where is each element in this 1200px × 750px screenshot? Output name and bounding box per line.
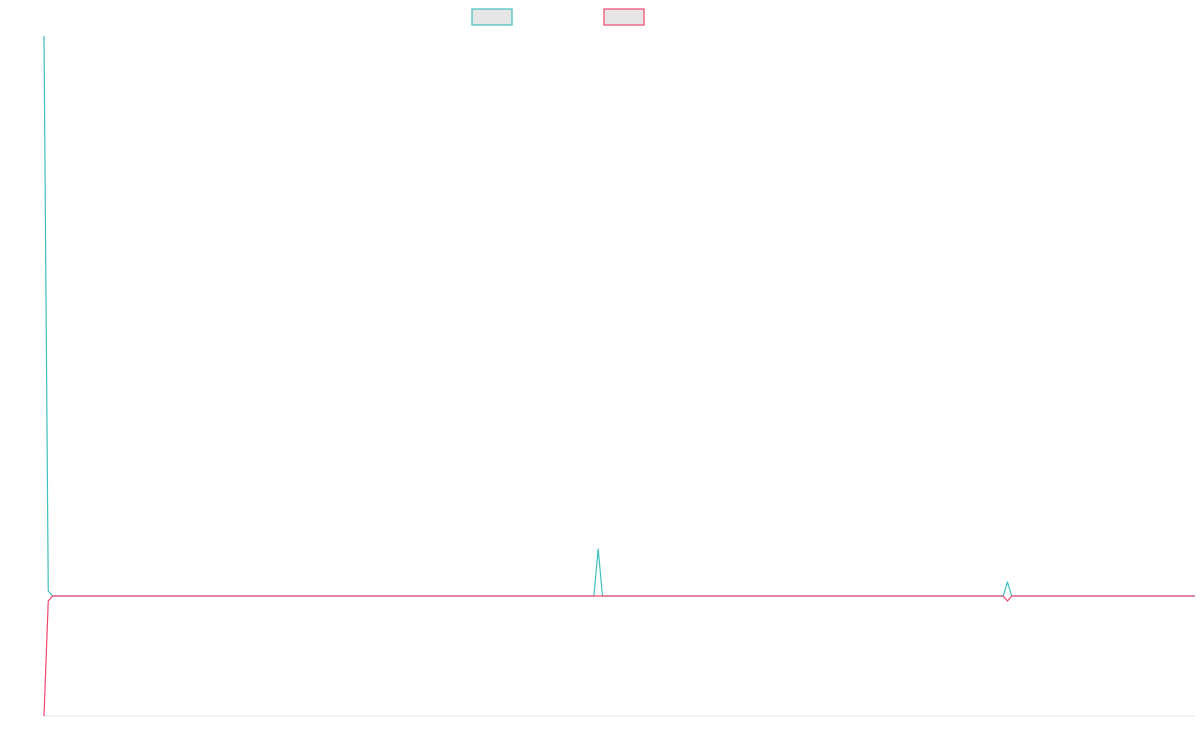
legend [471, 8, 645, 26]
legend-swatch-series-b[interactable] [603, 8, 645, 26]
legend-swatch-series-a[interactable] [471, 8, 513, 26]
series-line-a [43, 35, 1195, 597]
series-layer [43, 35, 1195, 717]
series-line-b [43, 595, 1195, 717]
